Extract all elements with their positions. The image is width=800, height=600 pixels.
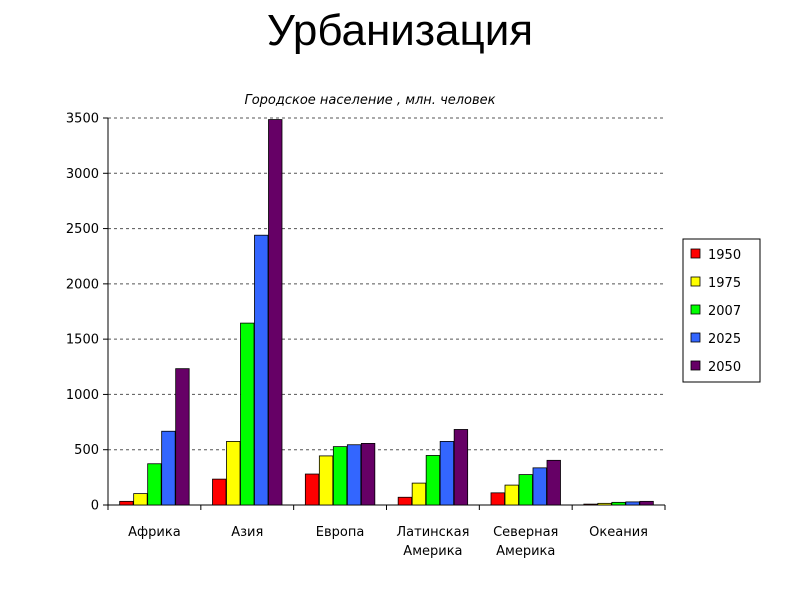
bar bbox=[453, 429, 469, 506]
y-tick-label: 0 bbox=[91, 499, 99, 514]
bar bbox=[532, 467, 547, 506]
y-axis: 0 500 1000 1500 2000 2500 3000 3500 bbox=[66, 112, 109, 514]
bar bbox=[240, 322, 255, 506]
legend-swatch bbox=[690, 360, 701, 371]
x-category-label: Америка bbox=[403, 544, 462, 559]
y-tick-label: 1000 bbox=[66, 388, 99, 403]
grid-lines bbox=[108, 117, 665, 451]
bar bbox=[346, 444, 362, 506]
x-category-label: Северная bbox=[493, 525, 558, 540]
x-category-label: Азия bbox=[231, 525, 263, 540]
x-category-label: Европа bbox=[316, 525, 365, 540]
bar bbox=[611, 501, 626, 506]
bar bbox=[332, 446, 348, 506]
bar bbox=[175, 368, 190, 506]
bar bbox=[133, 493, 148, 506]
bar bbox=[304, 473, 320, 506]
chart-title: Городское население , млн. человек bbox=[244, 93, 495, 108]
x-category-label: Латинская bbox=[396, 525, 469, 540]
bar bbox=[268, 119, 283, 506]
bar bbox=[147, 463, 162, 506]
bar bbox=[546, 459, 561, 506]
y-tick-label: 3000 bbox=[66, 167, 99, 182]
y-tick-label: 1500 bbox=[66, 333, 99, 348]
legend-label: 2007 bbox=[708, 304, 741, 319]
bar bbox=[226, 441, 241, 506]
bar bbox=[119, 500, 134, 506]
legend-label: 2025 bbox=[708, 332, 741, 347]
bar bbox=[518, 474, 533, 506]
legend-swatch bbox=[690, 248, 701, 259]
bar bbox=[397, 496, 413, 506]
x-axis: Африка Азия Европа Латинская Америка Северная… bbox=[107, 504, 666, 559]
legend-label: 1975 bbox=[708, 276, 741, 291]
bar bbox=[583, 503, 598, 506]
y-tick-label: 2000 bbox=[66, 277, 99, 292]
x-category-label: Океания bbox=[589, 525, 648, 540]
bars bbox=[119, 119, 654, 506]
legend-swatch bbox=[690, 276, 701, 287]
legend-label: 1950 bbox=[708, 248, 741, 263]
y-tick-label: 500 bbox=[74, 443, 99, 458]
y-tick-label: 2500 bbox=[66, 222, 99, 237]
legend-swatch bbox=[690, 304, 701, 315]
bar bbox=[411, 482, 427, 506]
bar bbox=[161, 430, 176, 506]
bar bbox=[625, 501, 640, 506]
bar bbox=[318, 455, 334, 506]
bar bbox=[254, 234, 269, 506]
bar bbox=[439, 441, 455, 506]
legend-label: 2050 bbox=[708, 360, 741, 375]
x-category-label: Африка bbox=[128, 525, 181, 540]
bar bbox=[490, 492, 505, 506]
y-tick-label: 3500 bbox=[66, 112, 99, 127]
bar bbox=[360, 443, 376, 506]
legend: 1950 1975 2007 2025 2050 bbox=[682, 238, 761, 383]
bar bbox=[425, 455, 441, 506]
bar bbox=[212, 478, 227, 506]
legend-swatch bbox=[690, 332, 701, 343]
bar bbox=[639, 500, 654, 506]
bar bbox=[597, 502, 612, 506]
x-category-label: Америка bbox=[496, 544, 555, 559]
bar bbox=[504, 484, 519, 506]
slide-title: Урбанизация bbox=[266, 6, 534, 55]
